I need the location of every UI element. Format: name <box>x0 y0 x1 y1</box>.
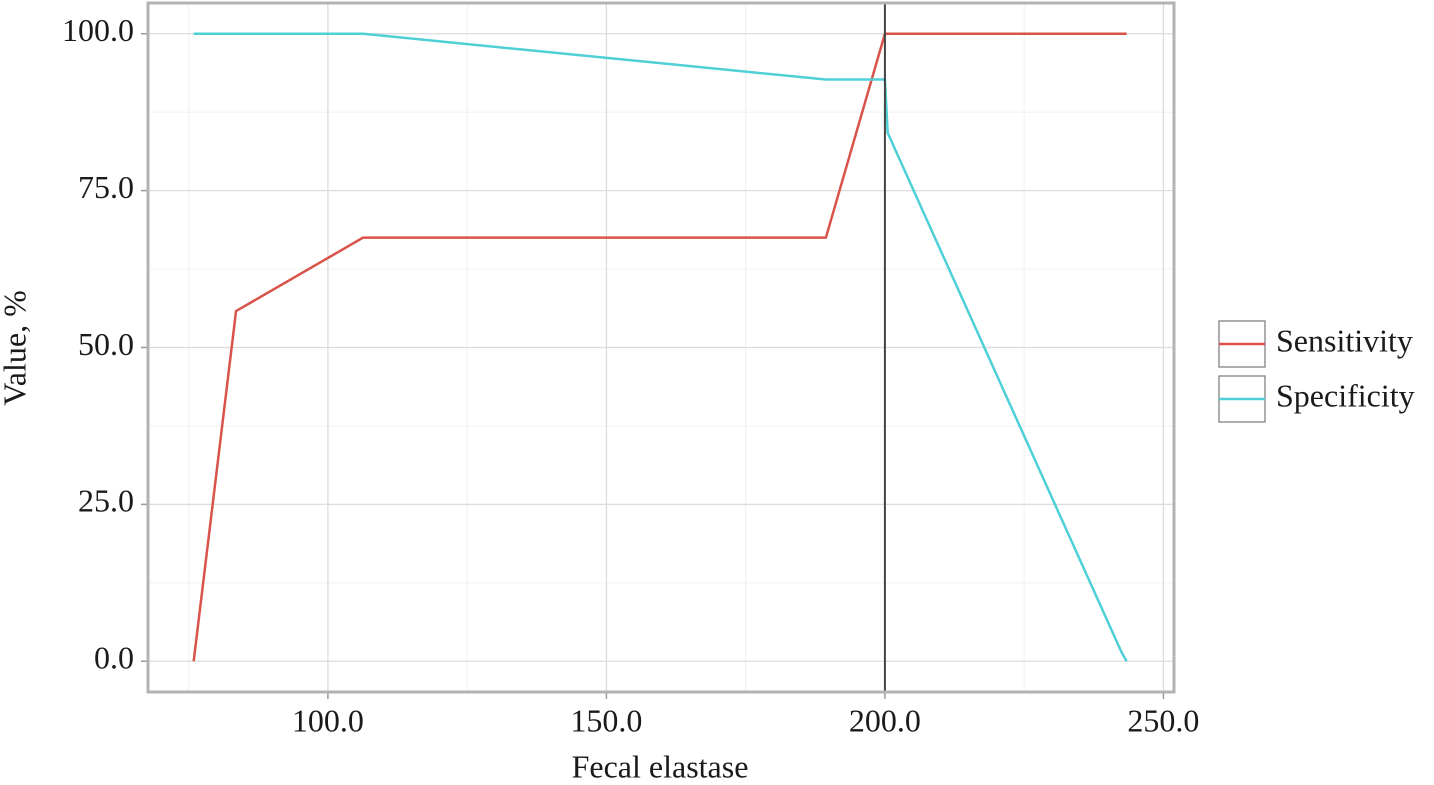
y-tick-label: 0.0 <box>94 640 134 676</box>
x-tick-label: 250.0 <box>1127 702 1199 738</box>
x-tick-label: 100.0 <box>292 702 364 738</box>
plot-border <box>146 1 1176 694</box>
y-tick-label: 50.0 <box>78 326 134 362</box>
x-tick-label: 150.0 <box>570 702 642 738</box>
legend-label: Specificity <box>1276 377 1415 413</box>
x-tick-label: 200.0 <box>849 702 921 738</box>
y-tick-label: 100.0 <box>62 12 134 48</box>
y-tick-label: 25.0 <box>78 483 134 519</box>
legend-label: Sensitivity <box>1276 322 1413 358</box>
y-axis-label: Value, % <box>0 290 32 406</box>
x-axis-label: Fecal elastase <box>572 748 749 784</box>
y-tick-label: 75.0 <box>78 169 134 205</box>
